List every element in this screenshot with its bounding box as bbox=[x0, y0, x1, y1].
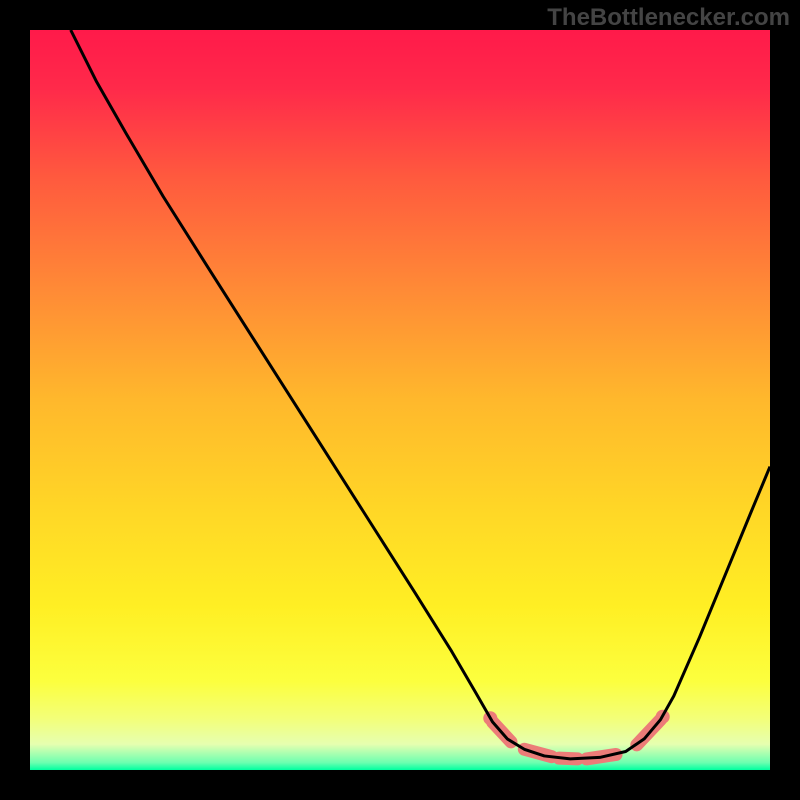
attribution-label: TheBottlenecker.com bbox=[547, 4, 790, 32]
figure-stage: TheBottlenecker.com bbox=[0, 0, 800, 800]
chart-svg bbox=[0, 0, 800, 800]
gradient-plot-area bbox=[30, 30, 770, 770]
